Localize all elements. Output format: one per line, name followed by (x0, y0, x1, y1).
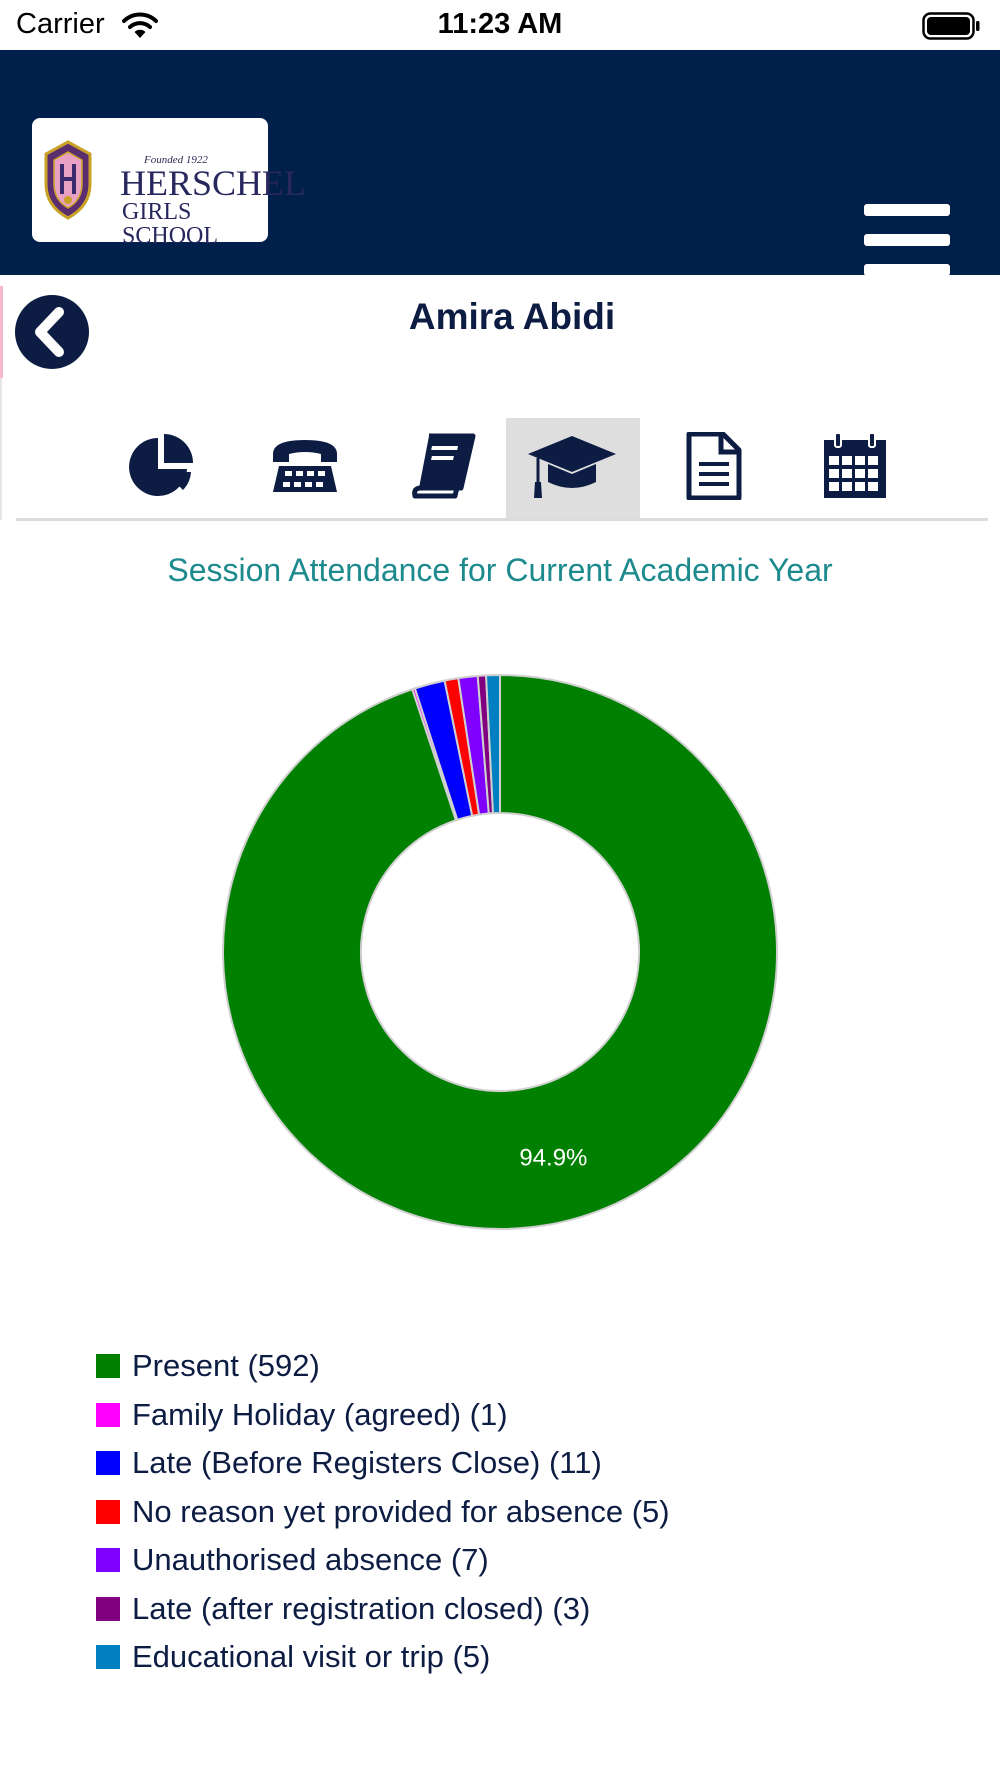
logo-name-text: HERSCHEL (120, 163, 307, 203)
status-bar: Carrier 11:23 AM (0, 0, 1000, 50)
chart-title: Session Attendance for Current Academic … (167, 552, 833, 588)
school-logo: Founded 1922 HERSCHEL GIRLS SCHOOL (32, 118, 306, 248)
left-divider (0, 378, 2, 520)
tab-overview[interactable] (94, 418, 228, 518)
calendar-icon (824, 432, 886, 498)
legend-item: No reason yet provided for absence (5) (96, 1488, 976, 1537)
legend-label: No reason yet provided for absence (5) (132, 1493, 670, 1529)
legend-swatch (96, 1354, 120, 1379)
attendance-donut-chart: 94.9% (222, 673, 778, 1230)
legend-label: Late (after registration closed) (3) (132, 1590, 591, 1626)
legend-swatch (96, 1499, 120, 1524)
menu-bar (864, 264, 950, 276)
legend-item: Present (592) (96, 1342, 976, 1391)
left-accent-bar (0, 286, 3, 378)
battery-icon (922, 12, 980, 40)
tab-reports[interactable] (646, 418, 780, 518)
donut-slice-0 (222, 673, 778, 1230)
legend-item: Late (Before Registers Close) (11) (96, 1439, 976, 1488)
legend-swatch (96, 1402, 120, 1427)
legend-label: Educational visit or trip (5) (132, 1639, 491, 1675)
status-time: 11:23 AM (437, 8, 563, 40)
legend-swatch (96, 1451, 120, 1476)
legend-swatch (96, 1548, 120, 1573)
menu-bar (864, 234, 950, 246)
chart-legend: Present (592) Family Holiday (agreed) (1)… (96, 1342, 976, 1682)
legend-item: Unauthorised absence (7) (96, 1536, 976, 1585)
book-icon (412, 433, 476, 499)
legend-label: Family Holiday (agreed) (1) (132, 1396, 508, 1432)
pie-chart-icon (129, 434, 193, 496)
tab-bar (16, 418, 988, 521)
legend-swatch (96, 1645, 120, 1670)
graduation-cap-icon (528, 436, 616, 498)
legend-label: Present (592) (132, 1348, 320, 1384)
tab-homework[interactable] (378, 418, 512, 518)
legend-item: Educational visit or trip (5) (96, 1633, 976, 1682)
app-header: Founded 1922 HERSCHEL GIRLS SCHOOL (0, 50, 1000, 276)
legend-item: Late (after registration closed) (3) (96, 1585, 976, 1634)
school-crest-icon (44, 140, 92, 220)
carrier-label: Carrier (16, 8, 105, 40)
donut-slice-6 (485, 673, 501, 815)
wifi-icon (122, 12, 158, 38)
tab-calendar[interactable] (788, 418, 922, 518)
slice-percent-label: 94.9% (519, 1144, 587, 1171)
logo-subname-text: GIRLS SCHOOL (122, 199, 219, 249)
document-icon (686, 432, 742, 500)
student-name: Amira Abidi (408, 296, 616, 337)
logo-founded-text: Founded 1922 (144, 154, 208, 166)
tab-contacts[interactable] (236, 418, 370, 518)
tab-attendance[interactable] (506, 418, 640, 518)
legend-item: Family Holiday (agreed) (1) (96, 1391, 976, 1440)
legend-label: Unauthorised absence (7) (132, 1542, 489, 1578)
menu-bar (864, 204, 950, 216)
hamburger-menu-icon[interactable] (862, 200, 952, 280)
chevron-left-icon[interactable] (14, 294, 90, 370)
legend-swatch (96, 1596, 120, 1621)
legend-label: Late (Before Registers Close) (11) (132, 1445, 602, 1481)
telephone-icon (273, 440, 337, 492)
